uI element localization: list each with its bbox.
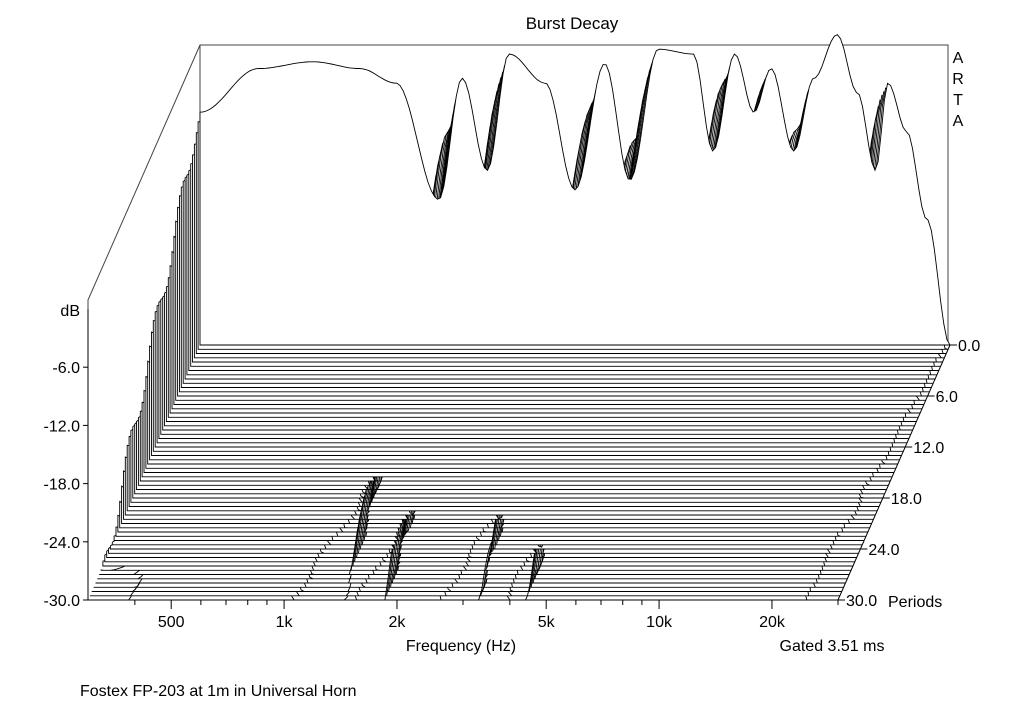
watermark-letter: A	[953, 113, 964, 130]
z-tick-label: 6.0	[936, 389, 958, 406]
axes: -6.0 -12.0 -18.0 -24.0 -30.0 500 1k 2k 5k 10k 20k 0…	[44, 309, 980, 631]
x-tick-label: 20k	[759, 614, 786, 631]
z-tick-label: 18.0	[891, 491, 922, 508]
x-tick-label: 1k	[276, 614, 294, 631]
z-axis-line	[837, 344, 951, 601]
watermark-letter: A	[953, 50, 964, 67]
x-tick-label: 10k	[646, 614, 673, 631]
z-tick-label: 24.0	[868, 542, 899, 559]
y-axis-label: dB	[60, 303, 80, 320]
x-tick-label: 500	[158, 614, 185, 631]
y-tick-label: -24.0	[44, 535, 81, 552]
z-tick-label: 0.0	[958, 338, 980, 355]
watermark-letter: R	[952, 71, 964, 88]
z-tick-label: 12.0	[913, 440, 944, 457]
decay-slice	[199, 34, 951, 346]
x-tick-label: 5k	[538, 614, 556, 631]
decay-slices	[88, 34, 951, 601]
y-tick-label: -30.0	[44, 593, 81, 610]
arta-watermark: A R T A	[952, 50, 964, 130]
z-axis-label: Periods	[888, 594, 942, 611]
y-tick-label: -12.0	[44, 418, 81, 435]
footnote: Fostex FP-203 at 1m in Universal Horn	[80, 683, 357, 700]
x-tick-label: 2k	[389, 614, 407, 631]
gate-note: Gated 3.51 ms	[780, 638, 885, 655]
z-tick-label: 30.0	[846, 593, 877, 610]
chart-title: Burst Decay	[526, 14, 619, 33]
watermark-letter: T	[953, 92, 963, 109]
x-axis-label: Frequency (Hz)	[406, 638, 516, 655]
y-tick-label: -18.0	[44, 477, 81, 494]
y-tick-label: -6.0	[52, 360, 80, 377]
